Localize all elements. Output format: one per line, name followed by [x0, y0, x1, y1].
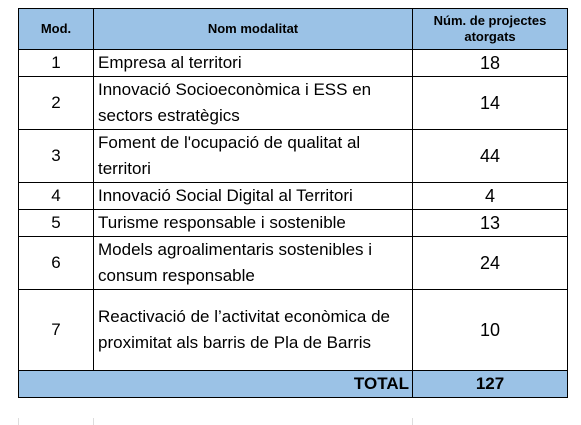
- cell: Turisme responsable i sostenible: [93, 209, 413, 237]
- cell: 13: [412, 209, 568, 237]
- divider: [412, 418, 413, 425]
- header-row: Mod. Nom modalitat Núm. de projectes ato…: [18, 8, 568, 50]
- cell: Innovació Socioeconòmica i ESS en sector…: [93, 76, 413, 130]
- cell: 18: [412, 49, 568, 77]
- table-row: 3 Foment de l'ocupació de qualitat al ter…: [18, 129, 568, 183]
- cell: 24: [412, 236, 568, 290]
- cell: 14: [412, 76, 568, 130]
- table-row: 1 Empresa al territori 18: [18, 49, 568, 77]
- cell: Reactivació de l’activitat econòmica de …: [93, 289, 413, 371]
- cell: 1: [18, 49, 94, 77]
- header-cell: Núm. de projectes atorgats: [412, 8, 568, 50]
- total-label: TOTAL: [18, 370, 413, 398]
- table-row: 7 Reactivació de l’activitat econòmica de…: [18, 289, 568, 371]
- cell: 5: [18, 209, 94, 237]
- cell: 4: [412, 182, 568, 210]
- header-cell: Mod.: [18, 8, 94, 50]
- cell: Innovació Social Digital al Territori: [93, 182, 413, 210]
- total-row: TOTAL 127: [18, 370, 568, 398]
- cell: 2: [18, 76, 94, 130]
- cell: 10: [412, 289, 568, 371]
- table-row: 2 Innovació Socioeconòmica i ESS en secto…: [18, 76, 568, 130]
- table: Mod. Nom modalitat Núm. de projectes ato…: [18, 8, 568, 398]
- cell: 4: [18, 182, 94, 210]
- divider: [18, 418, 19, 425]
- cell: Models agroalimentaris sostenibles i con…: [93, 236, 413, 290]
- cell: Foment de l'ocupació de qualitat al terr…: [93, 129, 413, 183]
- cell: Empresa al territori: [93, 49, 413, 77]
- table-row: 4 Innovació Social Digital al Territori 4: [18, 182, 568, 210]
- divider: [93, 418, 94, 425]
- cell: 3: [18, 129, 94, 183]
- header-cell: Nom modalitat: [93, 8, 413, 50]
- table-row: 5 Turisme responsable i sostenible 13: [18, 209, 568, 237]
- cell: 44: [412, 129, 568, 183]
- total-value: 127: [412, 370, 568, 398]
- cell: 7: [18, 289, 94, 371]
- table-row: 6 Models agroalimentaris sostenibles i co…: [18, 236, 568, 290]
- table-body: 1 Empresa al territori 18 2 Innovació Socioe…: [18, 49, 568, 398]
- cell: 6: [18, 236, 94, 290]
